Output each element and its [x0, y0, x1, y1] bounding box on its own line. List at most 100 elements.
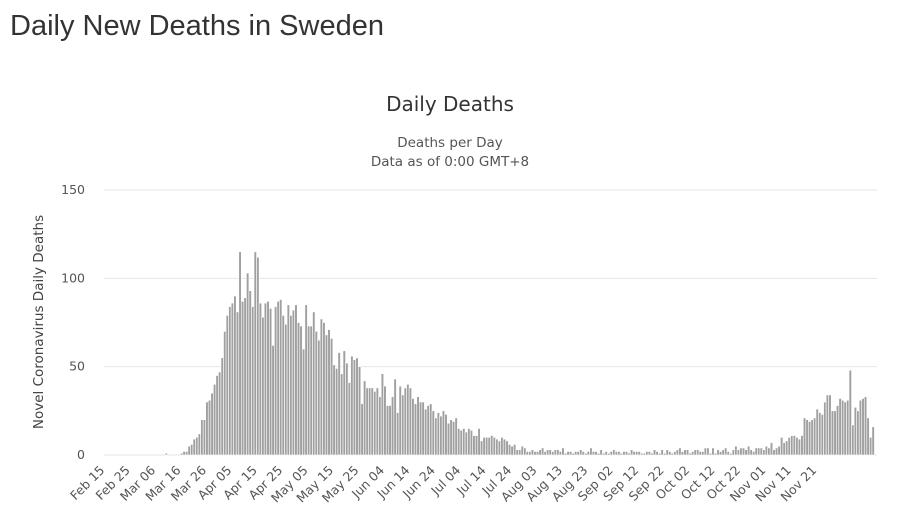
- bar[interactable]: [675, 449, 679, 456]
- bar[interactable]: [393, 378, 397, 456]
- bar[interactable]: [368, 387, 372, 456]
- bar[interactable]: [535, 451, 540, 456]
- bar[interactable]: [645, 451, 649, 456]
- bar[interactable]: [335, 368, 339, 456]
- bar[interactable]: [385, 405, 390, 456]
- bar[interactable]: [546, 449, 550, 456]
- bar[interactable]: [792, 435, 796, 456]
- bar[interactable]: [810, 419, 814, 456]
- bar[interactable]: [772, 449, 776, 456]
- bar[interactable]: [375, 387, 379, 456]
- bar[interactable]: [182, 451, 186, 456]
- bar[interactable]: [815, 408, 819, 456]
- bar[interactable]: [424, 408, 428, 456]
- bar[interactable]: [599, 449, 603, 456]
- bar[interactable]: [719, 451, 723, 456]
- bar[interactable]: [205, 401, 209, 456]
- bar[interactable]: [833, 410, 837, 456]
- bar[interactable]: [785, 440, 789, 456]
- bar[interactable]: [711, 447, 715, 456]
- bar[interactable]: [179, 452, 184, 456]
- bar[interactable]: [841, 399, 845, 456]
- bar[interactable]: [383, 385, 387, 456]
- bar[interactable]: [370, 387, 374, 456]
- bar[interactable]: [469, 429, 474, 456]
- bar[interactable]: [538, 449, 542, 456]
- bar[interactable]: [446, 422, 451, 456]
- bar[interactable]: [472, 435, 476, 456]
- bar[interactable]: [769, 442, 774, 456]
- bar[interactable]: [558, 451, 562, 456]
- bar[interactable]: [330, 338, 334, 456]
- bar[interactable]: [294, 304, 298, 456]
- bar[interactable]: [421, 401, 425, 456]
- bar[interactable]: [797, 438, 802, 456]
- bar[interactable]: [233, 295, 237, 456]
- bar[interactable]: [403, 387, 407, 456]
- bar[interactable]: [843, 401, 847, 456]
- bar[interactable]: [642, 452, 646, 456]
- bar[interactable]: [258, 302, 262, 456]
- bar[interactable]: [703, 447, 707, 456]
- bar[interactable]: [302, 348, 306, 456]
- bar[interactable]: [495, 438, 499, 456]
- bar[interactable]: [863, 396, 868, 456]
- bar[interactable]: [632, 451, 636, 456]
- bar[interactable]: [543, 451, 547, 456]
- bar[interactable]: [195, 437, 199, 456]
- bar[interactable]: [248, 290, 252, 456]
- bar[interactable]: [838, 398, 842, 456]
- bar[interactable]: [836, 405, 840, 456]
- bar[interactable]: [429, 403, 433, 456]
- bar[interactable]: [449, 419, 453, 456]
- bar[interactable]: [426, 405, 430, 456]
- bar[interactable]: [197, 433, 201, 456]
- bar[interactable]: [223, 331, 227, 456]
- bar[interactable]: [357, 366, 362, 456]
- bar[interactable]: [502, 438, 507, 456]
- bar[interactable]: [856, 410, 860, 456]
- bar[interactable]: [650, 452, 654, 456]
- bar[interactable]: [553, 449, 557, 456]
- bar[interactable]: [263, 302, 268, 456]
- bar[interactable]: [741, 447, 746, 456]
- bar[interactable]: [276, 300, 280, 456]
- bar[interactable]: [660, 449, 664, 456]
- bar[interactable]: [561, 447, 565, 456]
- bar[interactable]: [624, 451, 629, 456]
- bar[interactable]: [777, 445, 781, 456]
- bar[interactable]: [759, 447, 763, 456]
- bar[interactable]: [291, 309, 296, 456]
- bar[interactable]: [500, 437, 504, 456]
- bar[interactable]: [324, 334, 329, 456]
- bar[interactable]: [289, 315, 293, 456]
- bar[interactable]: [823, 401, 827, 456]
- bar[interactable]: [416, 396, 420, 456]
- bar[interactable]: [256, 256, 260, 456]
- bar[interactable]: [202, 419, 207, 456]
- bar[interactable]: [556, 449, 560, 456]
- bar[interactable]: [780, 437, 784, 456]
- bar[interactable]: [418, 401, 423, 456]
- bar[interactable]: [228, 306, 232, 456]
- bar[interactable]: [764, 445, 768, 456]
- bar[interactable]: [342, 350, 346, 456]
- bar[interactable]: [576, 451, 580, 456]
- bar[interactable]: [802, 417, 807, 456]
- bar[interactable]: [691, 451, 695, 456]
- bar[interactable]: [444, 414, 448, 456]
- bar[interactable]: [637, 451, 641, 456]
- bar[interactable]: [462, 428, 466, 456]
- bar[interactable]: [518, 449, 522, 456]
- bar[interactable]: [612, 449, 616, 456]
- bar[interactable]: [164, 452, 168, 456]
- bar[interactable]: [251, 306, 255, 456]
- bar[interactable]: [673, 451, 677, 456]
- bar[interactable]: [190, 444, 194, 456]
- bar[interactable]: [551, 451, 555, 456]
- bar[interactable]: [614, 451, 618, 456]
- bar[interactable]: [210, 392, 214, 456]
- bar[interactable]: [200, 419, 204, 456]
- bar[interactable]: [716, 449, 720, 456]
- bar[interactable]: [296, 322, 301, 456]
